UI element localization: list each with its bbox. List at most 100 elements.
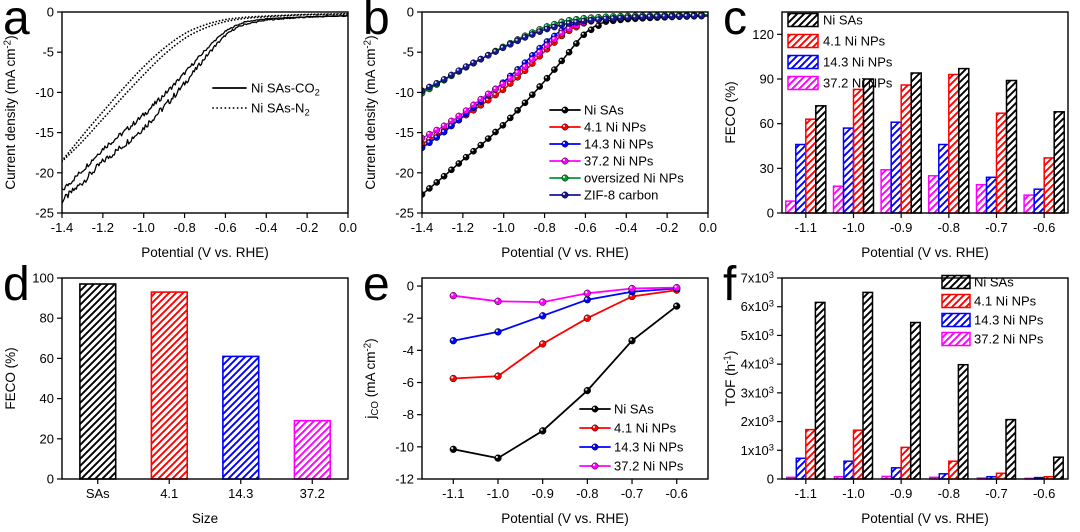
svg-text:-20: -20 <box>35 165 54 180</box>
svg-text:60: 60 <box>40 351 54 366</box>
svg-text:-0.6: -0.6 <box>666 486 688 501</box>
panel-letter-f: f <box>723 258 737 311</box>
panel-d: 0 20 40 60 80 100 SAs 4.1 14.3 37.2 Size FECO (%) d <box>0 261 360 532</box>
svg-text:37.2 Ni NPs: 37.2 Ni NPs <box>823 76 893 91</box>
panel-letter-a: a <box>3 0 30 45</box>
svg-text:-0.7: -0.7 <box>621 486 643 501</box>
svg-text:37.2: 37.2 <box>300 486 325 501</box>
svg-text:-25: -25 <box>35 206 54 221</box>
svg-text:-0.9: -0.9 <box>531 486 553 501</box>
svg-text:Ni SAs-CO2: Ni SAs-CO2 <box>251 81 320 98</box>
svg-text:60: 60 <box>760 116 774 131</box>
svg-text:0: 0 <box>47 5 54 20</box>
svg-text:TOF (h-1): TOF (h-1) <box>723 351 739 407</box>
svg-text:jCO (mA cm-2): jCO (mA cm-2) <box>363 338 382 419</box>
svg-text:-0.2: -0.2 <box>656 220 678 235</box>
svg-text:0: 0 <box>407 279 414 294</box>
svg-text:Potential (V vs. RHE): Potential (V vs. RHE) <box>501 511 629 526</box>
svg-text:FECO (%): FECO (%) <box>3 347 18 409</box>
svg-text:oversized Ni NPs: oversized Ni NPs <box>584 171 684 186</box>
panel-d-chart: 0 20 40 60 80 100 SAs 4.1 14.3 37.2 Size FECO (%) <box>3 271 349 526</box>
svg-text:-1.0: -1.0 <box>133 220 155 235</box>
svg-text:-12: -12 <box>395 472 414 487</box>
svg-text:Potential (V vs. RHE): Potential (V vs. RHE) <box>501 245 629 260</box>
svg-text:37.2 Ni NPs: 37.2 Ni NPs <box>974 332 1044 347</box>
svg-text:Ni SAs-N2: Ni SAs-N2 <box>251 101 310 118</box>
svg-text:-1.2: -1.2 <box>452 220 474 235</box>
svg-text:Current density (mA cm-2): Current density (mA cm-2) <box>3 35 19 189</box>
svg-text:Potential (V vs. RHE): Potential (V vs. RHE) <box>141 245 269 260</box>
panel-b: 0 -5 -10 -15 -20 -25 -1.4 -1.2 -1.0 -0.8 -0.6 -0.4 -… <box>360 0 720 266</box>
svg-text:-0.6: -0.6 <box>1033 486 1055 501</box>
svg-text:-25: -25 <box>395 206 414 221</box>
svg-text:-0.4: -0.4 <box>615 220 637 235</box>
svg-text:-15: -15 <box>395 125 414 140</box>
panel-f: 0 1x103 2x103 3x103 4x103 5x103 6x103 7x103 -1.1… <box>720 261 1080 532</box>
svg-text:0: 0 <box>767 206 774 221</box>
svg-text:30: 30 <box>760 161 774 176</box>
svg-text:14.3 Ni NPs: 14.3 Ni NPs <box>614 440 684 455</box>
svg-text:-0.2: -0.2 <box>296 220 318 235</box>
panel-c-chart: 0 30 60 90 120 -1.1 -1.0 -0.9 -0.8 -0.7 -0.6 Potent… <box>723 11 1069 260</box>
panel-e-chart: 0 -2 -4 -6 -8 -10 -12 -1.1 -1.0 -0.9 -0.8 -0.7 -0.6 P… <box>363 277 709 526</box>
svg-text:-6: -6 <box>402 375 414 390</box>
svg-text:Ni SAs: Ni SAs <box>974 275 1014 290</box>
svg-text:120: 120 <box>752 27 774 42</box>
svg-text:0: 0 <box>47 472 54 487</box>
svg-text:-0.6: -0.6 <box>574 220 596 235</box>
svg-text:-1.4: -1.4 <box>51 220 73 235</box>
svg-text:-0.8: -0.8 <box>938 486 960 501</box>
svg-text:37.2 Ni NPs: 37.2 Ni NPs <box>614 459 684 474</box>
panel-f-chart: 0 1x103 2x103 3x103 4x103 5x103 6x103 7x103 -1.1… <box>723 270 1069 526</box>
svg-text:4.1: 4.1 <box>160 486 178 501</box>
svg-text:Ni SAs: Ni SAs <box>823 13 863 28</box>
svg-text:-10: -10 <box>395 439 414 454</box>
svg-text:-0.7: -0.7 <box>985 486 1007 501</box>
svg-text:0: 0 <box>767 472 774 487</box>
svg-text:-1.0: -1.0 <box>487 486 509 501</box>
svg-text:Ni SAs: Ni SAs <box>614 402 654 417</box>
svg-text:4x103: 4x103 <box>741 356 774 372</box>
svg-text:SAs: SAs <box>86 486 110 501</box>
svg-text:-0.9: -0.9 <box>890 220 912 235</box>
svg-text:4.1 Ni NPs: 4.1 Ni NPs <box>614 421 677 436</box>
panel-b-chart: 0 -5 -10 -15 -20 -25-1.4 -1.2 -1.0 -0.8 -0.6 -0.4 -… <box>363 5 718 261</box>
svg-text:-0.8: -0.8 <box>173 220 195 235</box>
svg-text:37.2 Ni NPs: 37.2 Ni NPs <box>584 154 654 169</box>
svg-text:100: 100 <box>32 271 54 286</box>
panel-c: 0 30 60 90 120 -1.1 -1.0 -0.9 -0.8 -0.7 -0.6 Potent… <box>720 0 1080 266</box>
svg-text:5x103: 5x103 <box>741 327 774 343</box>
svg-text:-10: -10 <box>395 85 414 100</box>
svg-text:-1.1: -1.1 <box>442 486 464 501</box>
svg-text:-5: -5 <box>402 45 414 60</box>
svg-text:3x103: 3x103 <box>741 385 774 401</box>
svg-text:Potential (V vs. RHE): Potential (V vs. RHE) <box>861 511 989 526</box>
svg-text:-5: -5 <box>42 45 54 60</box>
svg-text:-0.8: -0.8 <box>938 220 960 235</box>
svg-text:Ni SAs: Ni SAs <box>584 103 624 118</box>
svg-text:20: 20 <box>40 431 54 446</box>
svg-text:-0.7: -0.7 <box>985 220 1007 235</box>
svg-text:14.3 Ni NPs: 14.3 Ni NPs <box>584 137 654 152</box>
svg-text:-0.4: -0.4 <box>255 220 277 235</box>
svg-text:-0.6: -0.6 <box>214 220 236 235</box>
svg-text:-0.6: -0.6 <box>1033 220 1055 235</box>
svg-text:-4: -4 <box>402 343 414 358</box>
svg-text:-0.8: -0.8 <box>533 220 555 235</box>
svg-text:-0.8: -0.8 <box>576 486 598 501</box>
svg-text:-1.4: -1.4 <box>411 220 433 235</box>
svg-text:4.1 Ni NPs: 4.1 Ni NPs <box>974 294 1037 309</box>
svg-text:7x103: 7x103 <box>741 270 774 286</box>
svg-text:-1.2: -1.2 <box>92 220 114 235</box>
svg-text:-1.1: -1.1 <box>795 220 817 235</box>
panel-a-chart: 0 -5 -10 -15 -20 -25-1.4 -1.2 -1.0 -0.8 -0.6 -0.4 -… <box>3 5 358 261</box>
svg-text:0.0: 0.0 <box>339 220 357 235</box>
svg-text:14.3: 14.3 <box>228 486 253 501</box>
svg-text:FECO (%): FECO (%) <box>723 81 738 143</box>
svg-text:2x103: 2x103 <box>741 414 774 430</box>
svg-text:-1.0: -1.0 <box>842 220 864 235</box>
svg-text:Size: Size <box>192 511 218 526</box>
svg-text:0.0: 0.0 <box>699 220 717 235</box>
panel-letter-b: b <box>363 0 390 45</box>
